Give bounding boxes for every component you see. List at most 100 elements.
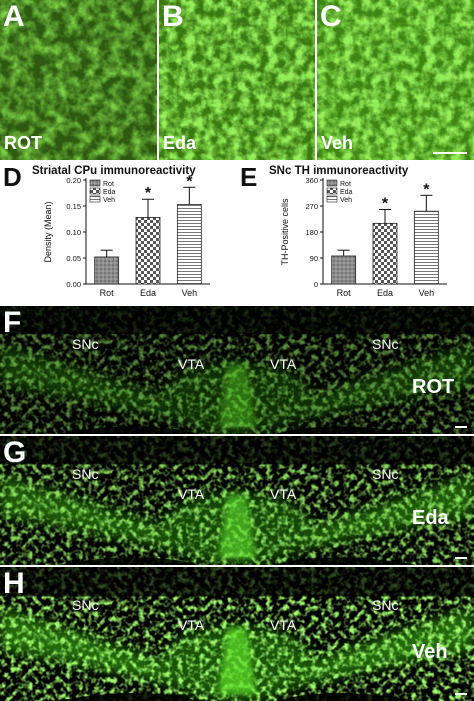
section-image xyxy=(0,567,474,701)
micrograph-texture xyxy=(159,0,315,160)
lower-shade-right xyxy=(274,692,418,701)
legend-swatch xyxy=(326,187,338,195)
significance-marker: * xyxy=(186,173,193,190)
chart-e: E SNc TH immunoreactivity TH-Positive cell… xyxy=(240,162,447,298)
y-tick-label: 0.00 xyxy=(66,280,81,289)
panel-group-label: Veh xyxy=(321,133,354,153)
y-tick-label: 270 xyxy=(305,202,318,211)
legend-swatch xyxy=(326,195,338,203)
midline-bright xyxy=(218,494,256,559)
micrograph-texture xyxy=(317,0,474,160)
legend-label: Rot xyxy=(103,181,114,188)
lower-shade-right xyxy=(274,557,418,565)
legend-swatch xyxy=(89,179,101,187)
x-tick-label: Eda xyxy=(140,288,156,298)
region-label-vta-right: VTA xyxy=(270,617,297,633)
legend-label: Eda xyxy=(340,189,353,196)
scale-bar xyxy=(433,152,467,154)
y-tick-label: 180 xyxy=(305,228,318,237)
region-label-vta-right: VTA xyxy=(270,486,297,502)
panel-letter: H xyxy=(3,567,25,600)
significance-marker: * xyxy=(423,181,430,198)
micrograph-panel-b: B Eda xyxy=(159,0,315,160)
panel-letter: C xyxy=(320,0,342,33)
section-image xyxy=(0,436,474,565)
lower-shade-left xyxy=(56,557,200,565)
panel-letter: F xyxy=(3,306,22,339)
legend-swatch xyxy=(326,179,338,187)
lower-shade-right xyxy=(274,426,418,434)
scale-bar xyxy=(455,426,467,428)
y-tick-label: 90 xyxy=(310,254,318,263)
panel-letter: A xyxy=(3,0,25,33)
panel-letter: G xyxy=(3,436,27,469)
section-panel-h: H SNc VTA VTA SNc Veh xyxy=(0,567,474,701)
bar-veh xyxy=(413,210,439,285)
top-shade xyxy=(0,567,474,597)
section-image xyxy=(0,306,474,434)
panel-letter: B xyxy=(162,0,184,33)
bar-rot xyxy=(331,255,357,285)
bar-eda xyxy=(372,222,398,285)
legend-swatch xyxy=(89,187,101,195)
panel-letter: D xyxy=(3,162,22,192)
bar-rot xyxy=(94,256,120,285)
panel-divider xyxy=(157,0,159,160)
section-group-label: Veh xyxy=(412,640,448,663)
y-tick-label: 0.10 xyxy=(66,228,81,237)
legend-label: Veh xyxy=(340,197,352,204)
region-label-snc-right: SNc xyxy=(372,336,399,352)
x-tick-label: Eda xyxy=(377,288,393,298)
section-group-label: ROT xyxy=(412,376,455,399)
midline-streak xyxy=(218,627,256,695)
legend-swatch xyxy=(89,195,101,203)
panel-letter: E xyxy=(240,162,257,192)
y-tick-label: 0 xyxy=(314,280,318,289)
x-tick-label: Rot xyxy=(100,288,115,298)
region-label-snc-right: SNc xyxy=(372,597,399,613)
legend-label: Rot xyxy=(340,181,351,188)
region-label-vta-left: VTA xyxy=(178,486,205,502)
midline-bright xyxy=(218,627,256,695)
region-label-snc-left: SNc xyxy=(72,597,99,613)
y-axis-label: TH-Positive cells xyxy=(280,198,290,266)
x-tick-label: Rot xyxy=(337,288,352,298)
region-label-vta-left: VTA xyxy=(178,356,205,372)
section-panel-f: F SNc VTA VTA SNc ROT xyxy=(0,306,474,434)
y-tick-label: 0.05 xyxy=(66,254,81,263)
y-tick-label: 360 xyxy=(305,176,318,185)
y-tick-label: 0.15 xyxy=(66,202,81,211)
lower-shade-left xyxy=(56,692,200,701)
x-tick-label: Veh xyxy=(419,288,435,298)
panel-divider xyxy=(315,0,317,160)
scale-bar xyxy=(455,557,467,559)
bar-veh xyxy=(176,204,202,285)
significance-marker: * xyxy=(145,185,152,202)
chart-title: SNc TH immunoreactivity xyxy=(269,165,409,177)
chart-title: Striatal CPu immunoreactivity xyxy=(32,165,196,177)
micrograph-panel-c: C Veh xyxy=(317,0,474,160)
bar-eda xyxy=(135,217,161,285)
region-label-vta-left: VTA xyxy=(178,617,205,633)
midline-bright xyxy=(218,363,256,428)
significance-marker: * xyxy=(382,195,389,212)
micrograph-panel-a: A ROT xyxy=(0,0,157,160)
scale-bar xyxy=(455,693,467,695)
panel-group-label: Eda xyxy=(163,133,197,153)
panel-group-label: ROT xyxy=(4,133,42,153)
midline-streak xyxy=(218,363,256,428)
top-shade xyxy=(0,436,474,465)
y-axis-label: Density (Mean) xyxy=(43,201,53,262)
top-shade xyxy=(0,306,474,335)
section-panel-g: G SNc VTA VTA SNc Eda xyxy=(0,436,474,565)
region-label-snc-left: SNc xyxy=(72,466,99,482)
legend-label: Veh xyxy=(103,197,115,204)
legend-label: Eda xyxy=(103,189,116,196)
micrograph-texture xyxy=(0,0,157,160)
midline-streak xyxy=(218,494,256,559)
region-label-snc-right: SNc xyxy=(372,466,399,482)
x-tick-label: Veh xyxy=(182,288,198,298)
chart-d: D Striatal CPu immunoreactivity Density (M… xyxy=(3,162,210,298)
lower-shade-left xyxy=(56,426,200,434)
region-label-vta-right: VTA xyxy=(270,356,297,372)
